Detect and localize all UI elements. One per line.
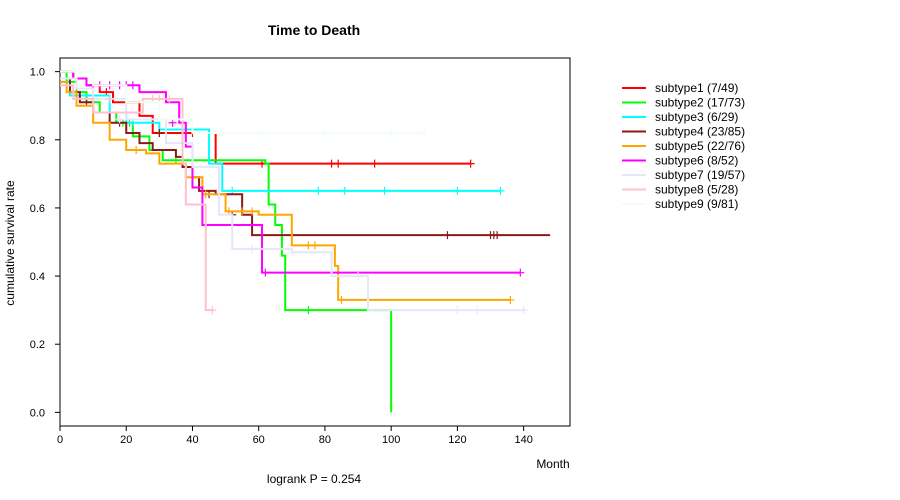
censor-mark xyxy=(473,306,482,315)
legend: subtype1 (7/49)subtype2 (17/73)subtype3 … xyxy=(622,81,745,211)
censor-mark xyxy=(354,272,363,281)
survival-curve-subtype6 xyxy=(60,70,521,274)
censor-mark xyxy=(466,159,475,168)
censor-mark xyxy=(304,306,313,315)
x-axis: 0 20 40 60 80 100 120 140 xyxy=(57,426,533,446)
y-tick-label: 0.0 xyxy=(30,407,45,419)
censor-mark xyxy=(337,295,346,304)
x-tick-label: 20 xyxy=(120,434,132,446)
x-tick-label: 120 xyxy=(448,434,466,446)
censor-mark xyxy=(254,128,263,137)
x-tick-label: 80 xyxy=(319,434,331,446)
plot-frame xyxy=(59,57,571,427)
legend-label-subtype2: subtype2 (17/73) xyxy=(655,96,745,110)
y-tick-label: 0.2 xyxy=(30,339,45,351)
chart-title: Time to Death xyxy=(268,22,360,38)
censor-mark xyxy=(314,186,323,195)
censor-mark xyxy=(311,241,319,250)
legend-label-subtype3: subtype3 (6/29) xyxy=(655,110,738,124)
censor-mark xyxy=(320,128,329,137)
survival-curve-subtype5 xyxy=(60,80,511,301)
logrank-annotation: logrank P = 0.254 xyxy=(267,472,362,486)
legend-label-subtype7: subtype7 (19/57) xyxy=(655,168,745,182)
censor-mark xyxy=(128,81,137,90)
censor-mark xyxy=(453,306,462,315)
series-subtype7 xyxy=(60,77,528,315)
censor-mark xyxy=(155,128,164,137)
censor-mark xyxy=(380,186,389,195)
y-axis: 0.0 0.2 0.4 0.6 0.8 1.0 xyxy=(30,67,60,419)
plot-area: 0 20 40 60 80 100 120 140 0.0 0.2 0.4 0.6 0.8 1.0 xyxy=(30,57,571,446)
censor-mark xyxy=(493,231,502,240)
legend-label-subtype4: subtype4 (23/85) xyxy=(655,125,745,139)
y-tick-label: 1.0 xyxy=(30,67,45,79)
series-subtype5 xyxy=(60,80,515,304)
censor-mark xyxy=(370,159,379,168)
censor-mark xyxy=(261,268,270,277)
censor-mark xyxy=(340,186,349,195)
censor-mark xyxy=(519,306,528,315)
series-subtype8 xyxy=(60,84,217,315)
censor-mark xyxy=(238,207,247,216)
censor-mark xyxy=(248,207,257,216)
x-tick-label: 60 xyxy=(253,434,265,446)
legend-label-subtype9: subtype9 (9/81) xyxy=(655,197,738,211)
censor-mark xyxy=(334,159,343,168)
survival-curve-subtype9 xyxy=(60,70,425,134)
censor-mark xyxy=(453,186,462,195)
censor-mark xyxy=(132,146,141,154)
y-tick-label: 0.8 xyxy=(30,135,45,147)
censor-mark xyxy=(516,268,525,277)
censor-mark xyxy=(208,306,217,315)
survival-curves xyxy=(60,70,551,413)
censor-mark xyxy=(443,231,452,240)
censor-mark xyxy=(420,128,429,137)
y-tick-label: 0.4 xyxy=(30,271,45,283)
x-tick-label: 40 xyxy=(186,434,198,446)
censor-mark xyxy=(387,128,396,137)
censor-mark xyxy=(105,94,114,103)
censor-mark xyxy=(165,94,174,103)
legend-label-subtype8: subtype8 (5/28) xyxy=(655,183,738,197)
legend-label-subtype5: subtype5 (22/76) xyxy=(655,139,745,153)
y-axis-label: cumulative survival rate xyxy=(3,180,17,306)
censor-mark xyxy=(248,244,257,253)
y-tick-label: 0.6 xyxy=(30,203,45,215)
x-axis-label: Month xyxy=(536,457,569,471)
censor-mark xyxy=(496,186,505,195)
x-tick-label: 140 xyxy=(514,434,532,446)
legend-label-subtype1: subtype1 (7/49) xyxy=(655,81,738,95)
x-tick-label: 0 xyxy=(57,434,63,446)
series-subtype9 xyxy=(60,70,429,137)
censor-mark xyxy=(506,295,515,304)
x-tick-label: 100 xyxy=(382,434,400,446)
survival-curve-subtype7 xyxy=(60,77,524,312)
censor-mark xyxy=(115,115,124,124)
legend-label-subtype6: subtype6 (8/52) xyxy=(655,154,738,168)
